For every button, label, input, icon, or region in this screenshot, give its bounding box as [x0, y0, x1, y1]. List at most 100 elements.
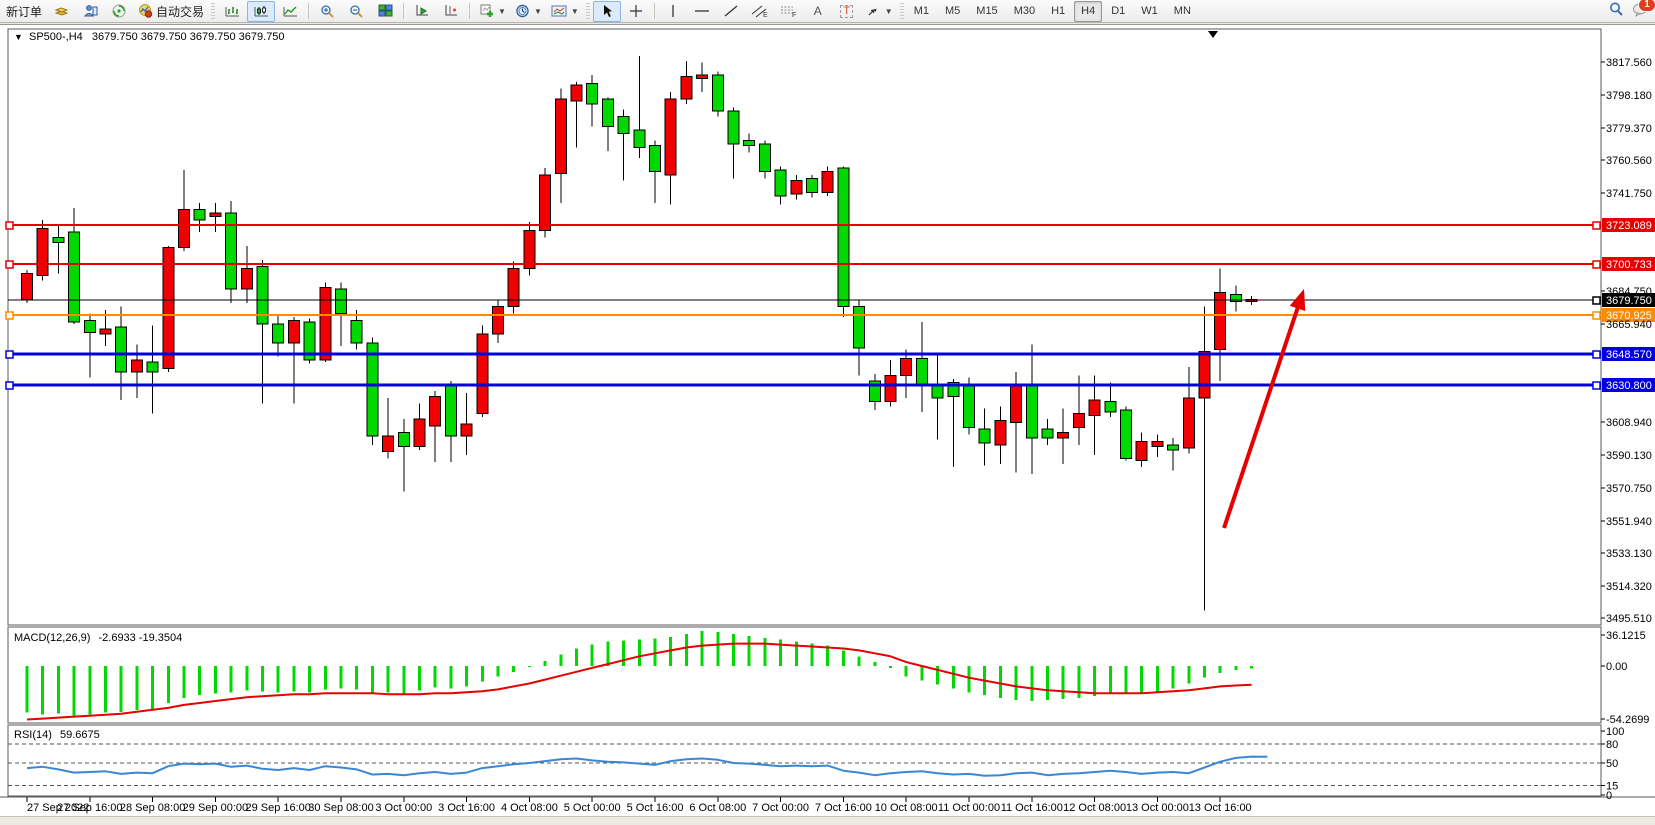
vertical-line-icon [672, 5, 674, 17]
candle-body [649, 145, 661, 173]
candle-body [790, 179, 803, 195]
candle-body [633, 129, 646, 148]
main-toolbar: 新订单 自动交易 [0, 0, 1655, 23]
price-badge [1602, 347, 1655, 361]
candle-body [727, 110, 740, 145]
crosshair-tool-button[interactable] [622, 1, 650, 22]
hline-right-handle[interactable] [1592, 260, 1601, 269]
candle-body [758, 143, 771, 173]
candle-body [1214, 292, 1227, 351]
accounts-button[interactable] [76, 1, 104, 22]
candle-body [1088, 399, 1101, 416]
candle-body [821, 171, 834, 193]
hline-right-handle[interactable] [1592, 350, 1601, 359]
caret-down-icon: ▼ [884, 6, 893, 16]
text-tool[interactable]: A [804, 1, 832, 22]
candle-body [397, 432, 410, 447]
chart-shift-button[interactable] [437, 1, 465, 22]
periods-dropdown[interactable]: ▼ [511, 1, 546, 22]
tab-timeframe-H1[interactable]: H1 [1051, 5, 1066, 17]
bar-chart-button[interactable] [218, 1, 246, 22]
orders-button[interactable] [47, 1, 75, 22]
caret-down-icon: ▼ [533, 6, 542, 16]
tab-timeframe-MN[interactable]: MN [1173, 5, 1191, 17]
fibonacci-tool[interactable]: F [775, 1, 803, 22]
price-tick-label: 3684.750 [1606, 286, 1652, 298]
price-tick-label: 3608.940 [1606, 417, 1652, 429]
hline-right-handle[interactable] [1592, 311, 1601, 320]
tab-timeframe-M5[interactable]: M5 [945, 5, 961, 17]
time-tick-label: 11 Oct 00:00 [938, 802, 1000, 814]
chat-button[interactable]: 1 [1632, 0, 1655, 17]
horizontal-line-tool[interactable] [688, 1, 716, 22]
cursor-tool-button[interactable] [592, 0, 621, 22]
time-tick-label: 27 Sep 16:00 [57, 802, 122, 814]
candle-body [680, 76, 693, 100]
price-axis[interactable]: 3817.560 3798.180 3779.370 3760.560 3741.750… [1601, 57, 1652, 625]
candlestick-chart-button[interactable] [247, 0, 276, 22]
auto-scroll-button[interactable] [408, 1, 436, 22]
price-badge [1602, 257, 1655, 271]
time-tick-label: 13 Oct 00:00 [1126, 802, 1189, 814]
tab-timeframe-H4[interactable]: H4 [1074, 0, 1103, 22]
hline-right-handle[interactable] [1592, 221, 1601, 230]
hline-left-handle[interactable] [5, 311, 14, 320]
zoom-in-button[interactable] [313, 1, 341, 22]
candle-body [523, 229, 536, 269]
trendline-icon [724, 5, 738, 17]
tab-timeframe-M1[interactable]: M1 [913, 5, 929, 17]
templates-dropdown[interactable]: ▼ [547, 1, 583, 22]
text-label-tool[interactable]: T [833, 1, 861, 22]
new-chart-dropdown[interactable]: ▼ [474, 1, 510, 22]
price-badge-label: 3723.089 [1606, 220, 1652, 232]
price-badge-label: 3670.925 [1606, 310, 1652, 322]
main-panel [7, 28, 1602, 626]
trendline-tool[interactable] [717, 1, 745, 22]
hline-right-handle[interactable] [1592, 381, 1601, 390]
line-chart-button[interactable] [276, 1, 304, 22]
candle-body [853, 305, 866, 349]
time-tick-label: 12 Oct 08:00 [1063, 802, 1126, 814]
time-tick-label: 28 Sep 08:00 [120, 802, 185, 814]
rsi-panel [7, 724, 1602, 797]
candle-body [868, 380, 881, 403]
candle-body [52, 236, 65, 244]
candle-body [774, 169, 787, 197]
hline-left-handle[interactable] [5, 381, 14, 390]
search-icon[interactable] [1608, 1, 1624, 17]
tab-timeframe-D1[interactable]: D1 [1111, 5, 1126, 17]
candle-body [444, 385, 457, 437]
zoom-out-button[interactable] [342, 1, 370, 22]
hline-right-handle[interactable] [1592, 296, 1601, 305]
hline-left-handle[interactable] [5, 221, 14, 230]
candle-body [837, 167, 850, 307]
arrows-dropdown[interactable]: ▼ [862, 1, 897, 22]
new-order-button[interactable]: 新订单 [2, 1, 46, 22]
candle-body [492, 305, 504, 335]
candles-layer [21, 55, 1258, 611]
tab-timeframe-M15[interactable]: M15 [976, 5, 998, 17]
vertical-line-tool[interactable] [659, 1, 687, 22]
price-tick-label: 3551.940 [1606, 516, 1652, 528]
chart-shift-marker[interactable] [1208, 31, 1218, 38]
equidistant-channel-tool[interactable]: E [746, 1, 774, 22]
price-badge [1602, 293, 1655, 307]
candle-body [1229, 293, 1242, 302]
tile-windows-button[interactable] [371, 1, 399, 22]
candle-body [1104, 401, 1117, 413]
tab-timeframe-W1[interactable]: W1 [1141, 5, 1158, 17]
auto-trading-button[interactable]: 自动交易 [134, 1, 208, 22]
time-tick-label: 27 Sep 2022 [27, 802, 89, 814]
candle-body [507, 267, 520, 307]
macd-axis-label: -54.2699 [1606, 714, 1649, 726]
hline-left-handle[interactable] [5, 260, 14, 269]
candle-body [256, 266, 269, 325]
candle-body [1167, 444, 1180, 451]
chart-canvas[interactable]: 3723.089 3700.733 3679.750 3670.925 3648.570… [0, 25, 1655, 818]
hline-left-handle[interactable] [5, 350, 14, 359]
trend-arrow-annotation[interactable] [1222, 289, 1306, 529]
tab-timeframe-M30[interactable]: M30 [1013, 5, 1036, 17]
signals-button[interactable] [105, 1, 133, 22]
